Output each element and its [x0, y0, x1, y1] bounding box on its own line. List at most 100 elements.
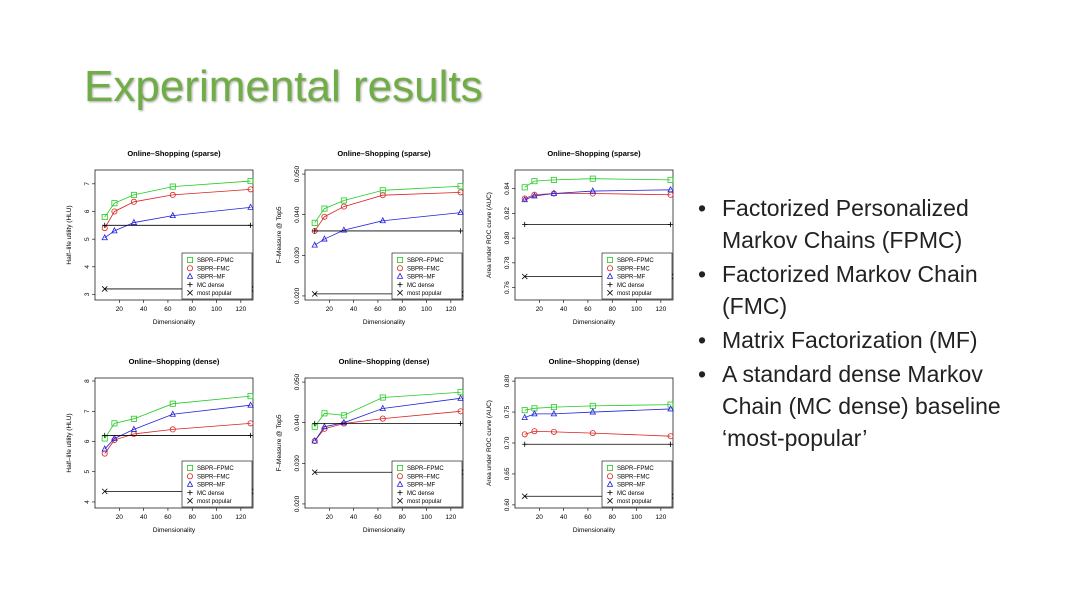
data-point — [169, 183, 176, 190]
legend-label: SBPR–FMC — [617, 266, 650, 272]
legend-marker — [396, 272, 404, 279]
data-point — [521, 493, 528, 500]
legend-box — [181, 252, 253, 300]
series-line — [314, 191, 461, 232]
chart-title: Online–Shopping (dense) — [129, 357, 220, 366]
data-point — [589, 408, 597, 415]
data-point — [169, 400, 176, 407]
data-point — [521, 407, 528, 414]
plot-frame — [304, 377, 464, 509]
bullet-dot-icon: • — [698, 361, 707, 387]
legend-marker — [187, 497, 193, 504]
data-point — [531, 192, 538, 199]
x-axis-label: Dimensionality — [153, 527, 196, 534]
data-point — [457, 408, 464, 415]
bullet-item: • Factorized Markov Chain (FMC) — [694, 258, 1024, 322]
legend-marker — [396, 464, 403, 471]
chart-panel: Online–Shopping (sparse) 20 40 60 80 100 120 3 4… — [66, 149, 254, 326]
series-line — [524, 408, 671, 418]
x-tick-label: 40 — [560, 514, 568, 521]
data-point — [102, 432, 108, 439]
x-tick-label: 40 — [350, 306, 358, 313]
data-point — [521, 273, 528, 280]
legend-marker — [606, 272, 614, 279]
data-point — [550, 176, 557, 183]
legend-label: most popular — [407, 291, 442, 297]
legend-marker — [607, 473, 614, 480]
y-tick-label: 0.70 — [504, 436, 511, 449]
x-tick-label: 100 — [631, 306, 642, 313]
legend-label: SBPR–FPMC — [617, 466, 654, 472]
y-tick-label: 6 — [84, 209, 91, 213]
data-point — [247, 401, 254, 408]
x-tick-label: 40 — [560, 306, 568, 313]
legend-marker — [397, 282, 403, 288]
legend-box — [181, 460, 253, 508]
series-line — [314, 397, 461, 442]
data-point — [169, 191, 176, 198]
legend-label: most popular — [617, 499, 652, 505]
y-tick-label: 0.82 — [504, 207, 511, 220]
legend-marker — [186, 473, 193, 480]
y-axis-label: Half–life utility (HLU) — [66, 413, 73, 472]
data-point — [312, 228, 318, 234]
y-tick-label: 0.65 — [504, 467, 511, 480]
legend-marker — [186, 265, 193, 272]
legend-marker — [397, 490, 403, 496]
legend-label: most popular — [197, 499, 232, 505]
x-axis-label: Dimensionality — [363, 319, 406, 326]
data-point — [667, 176, 674, 183]
y-tick-label: 5 — [84, 237, 91, 241]
legend-label: most popular — [197, 291, 232, 297]
x-tick-label: 20 — [116, 306, 124, 313]
plot-frame — [94, 169, 254, 301]
data-point — [667, 405, 674, 412]
series-line — [524, 430, 671, 437]
legend-label: SBPR–MF — [197, 483, 226, 489]
slide-title: Experimental results — [84, 62, 483, 111]
legend-label: MC dense — [617, 283, 645, 289]
legend-marker — [186, 464, 193, 471]
legend-label: MC dense — [407, 283, 435, 289]
y-tick-label: 0.040 — [294, 414, 301, 431]
x-tick-label: 60 — [584, 306, 592, 313]
x-tick-label: 40 — [140, 306, 148, 313]
x-tick-label: 100 — [421, 306, 432, 313]
data-point — [130, 425, 138, 432]
data-point — [111, 226, 118, 234]
bullet-text: A standard dense Markov Chain (MC dense)… — [722, 361, 1001, 451]
x-axis-label: Dimensionality — [153, 319, 196, 326]
legend-label: SBPR–FPMC — [407, 258, 444, 264]
data-point — [550, 189, 558, 196]
data-point — [247, 420, 254, 427]
data-point — [457, 189, 464, 196]
chart-title: Online–Shopping (sparse) — [547, 149, 641, 158]
x-tick-label: 80 — [189, 306, 197, 313]
data-point — [247, 178, 254, 185]
data-point — [130, 191, 137, 198]
data-point — [589, 430, 596, 437]
y-tick-label: 0.050 — [294, 374, 301, 391]
data-point — [550, 410, 558, 417]
series-line — [104, 180, 251, 218]
data-point — [379, 394, 386, 401]
y-tick-label: 0.78 — [504, 256, 511, 269]
data-point — [111, 200, 118, 207]
series-line — [104, 188, 251, 229]
data-point — [531, 178, 538, 185]
data-point — [111, 208, 118, 215]
legend-marker — [397, 289, 403, 296]
x-tick-label: 40 — [350, 514, 358, 521]
data-point — [247, 432, 254, 439]
x-tick-label: 100 — [421, 514, 432, 521]
bullet-item: • Matrix Factorization (MF) — [694, 324, 1024, 356]
series-line — [314, 185, 461, 224]
legend-marker — [396, 473, 403, 480]
x-tick-label: 120 — [235, 306, 246, 313]
x-tick-label: 100 — [631, 514, 642, 521]
series-line — [314, 212, 461, 246]
legend-label: MC dense — [197, 283, 225, 289]
legend-label: SBPR–MF — [407, 483, 436, 489]
series-line — [314, 410, 461, 442]
x-axis-label: Dimensionality — [363, 527, 406, 534]
